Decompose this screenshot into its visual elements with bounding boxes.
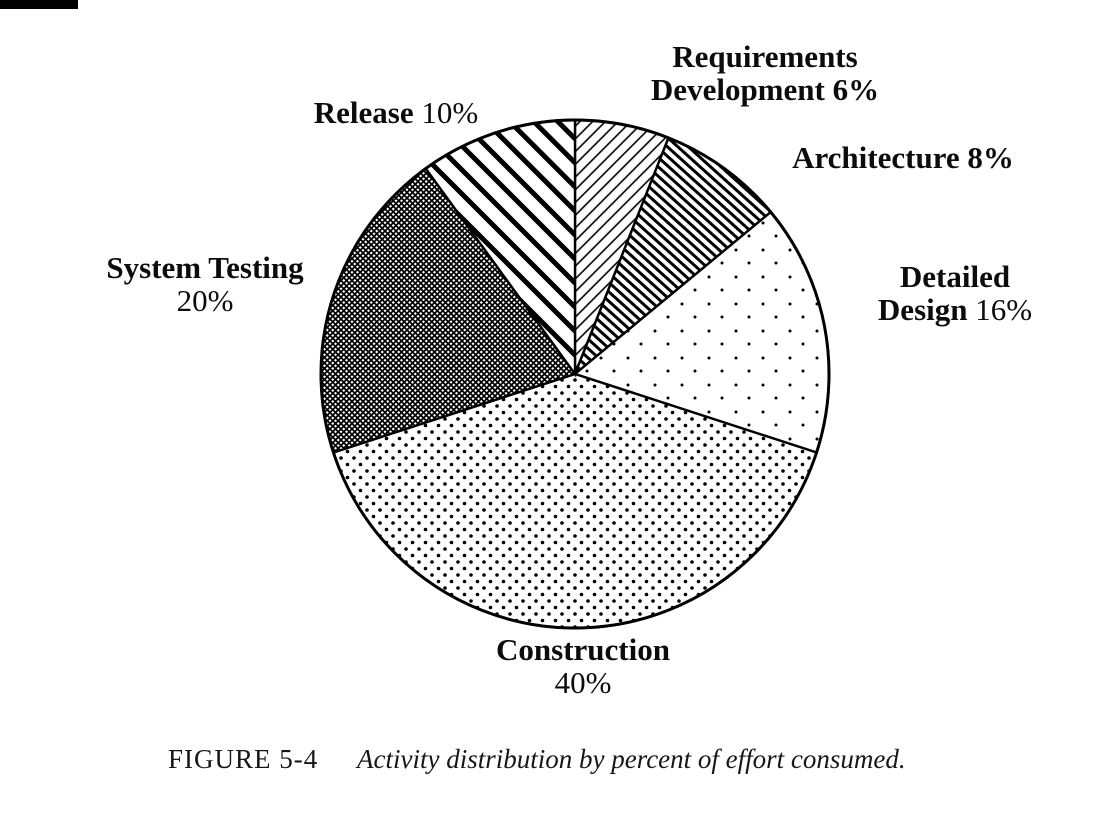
label-system-testing-pct: 20% xyxy=(176,283,234,319)
figure-caption: FIGURE 5-4 Activity distribution by perc… xyxy=(168,744,906,775)
label-requirements-development: Requirements Development 6% xyxy=(651,40,879,107)
label-detailed-line1: Detailed xyxy=(899,259,1011,294)
label-detailed-line2: Design 16% xyxy=(878,293,1032,326)
label-release-pct: 10% xyxy=(421,95,479,130)
label-detailed-line2-pct: 16% xyxy=(975,292,1033,328)
label-construction-line1: Construction xyxy=(496,632,670,667)
label-system-testing: System Testing 20% xyxy=(106,251,303,318)
label-architecture: Architecture 8% xyxy=(792,140,1014,175)
label-requirements-line2: Development 6% xyxy=(650,72,880,108)
label-construction-pct: 40% xyxy=(554,665,612,701)
label-detailed-line2-name: Design xyxy=(877,292,968,328)
label-architecture-text: Architecture 8% xyxy=(792,140,1014,175)
label-detailed-design: Detailed Design 16% xyxy=(878,260,1032,327)
label-system-testing-line1: System Testing xyxy=(106,250,304,285)
pie-slices xyxy=(319,118,831,630)
label-release-name: Release xyxy=(313,95,414,130)
figure-number: FIGURE 5-4 xyxy=(168,744,319,774)
label-release: Release 10% xyxy=(314,96,478,129)
label-requirements-line1: Requirements xyxy=(672,39,858,74)
pie-outline xyxy=(319,118,831,630)
figure-caption-text: Activity distribution by percent of effo… xyxy=(357,744,906,774)
label-construction: Construction 40% xyxy=(496,633,670,700)
scan-artifact-bar xyxy=(0,0,78,9)
